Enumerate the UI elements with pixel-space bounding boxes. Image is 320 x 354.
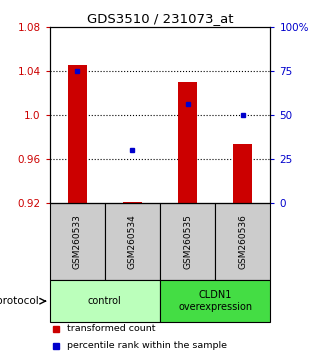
Bar (105, 203, 160, 280)
Bar (160, 203, 215, 280)
Bar (50, 203, 105, 280)
Text: transformed count: transformed count (67, 324, 156, 333)
Text: GSM260534: GSM260534 (128, 215, 137, 269)
Text: GSM260535: GSM260535 (183, 215, 192, 269)
Title: GDS3510 / 231073_at: GDS3510 / 231073_at (87, 12, 233, 25)
Bar (178, 82, 197, 203)
Text: control: control (88, 296, 122, 306)
Text: GSM260533: GSM260533 (73, 215, 82, 269)
Bar (68, 65, 87, 203)
Bar (215, 203, 270, 280)
Text: percentile rank within the sample: percentile rank within the sample (67, 341, 227, 350)
Text: protocol: protocol (0, 296, 43, 306)
Text: GSM260536: GSM260536 (238, 215, 247, 269)
Bar (160, 280, 270, 322)
Text: CLDN1
overexpression: CLDN1 overexpression (178, 290, 252, 312)
Bar (123, 202, 142, 203)
Bar (50, 280, 160, 322)
Bar (233, 144, 252, 203)
